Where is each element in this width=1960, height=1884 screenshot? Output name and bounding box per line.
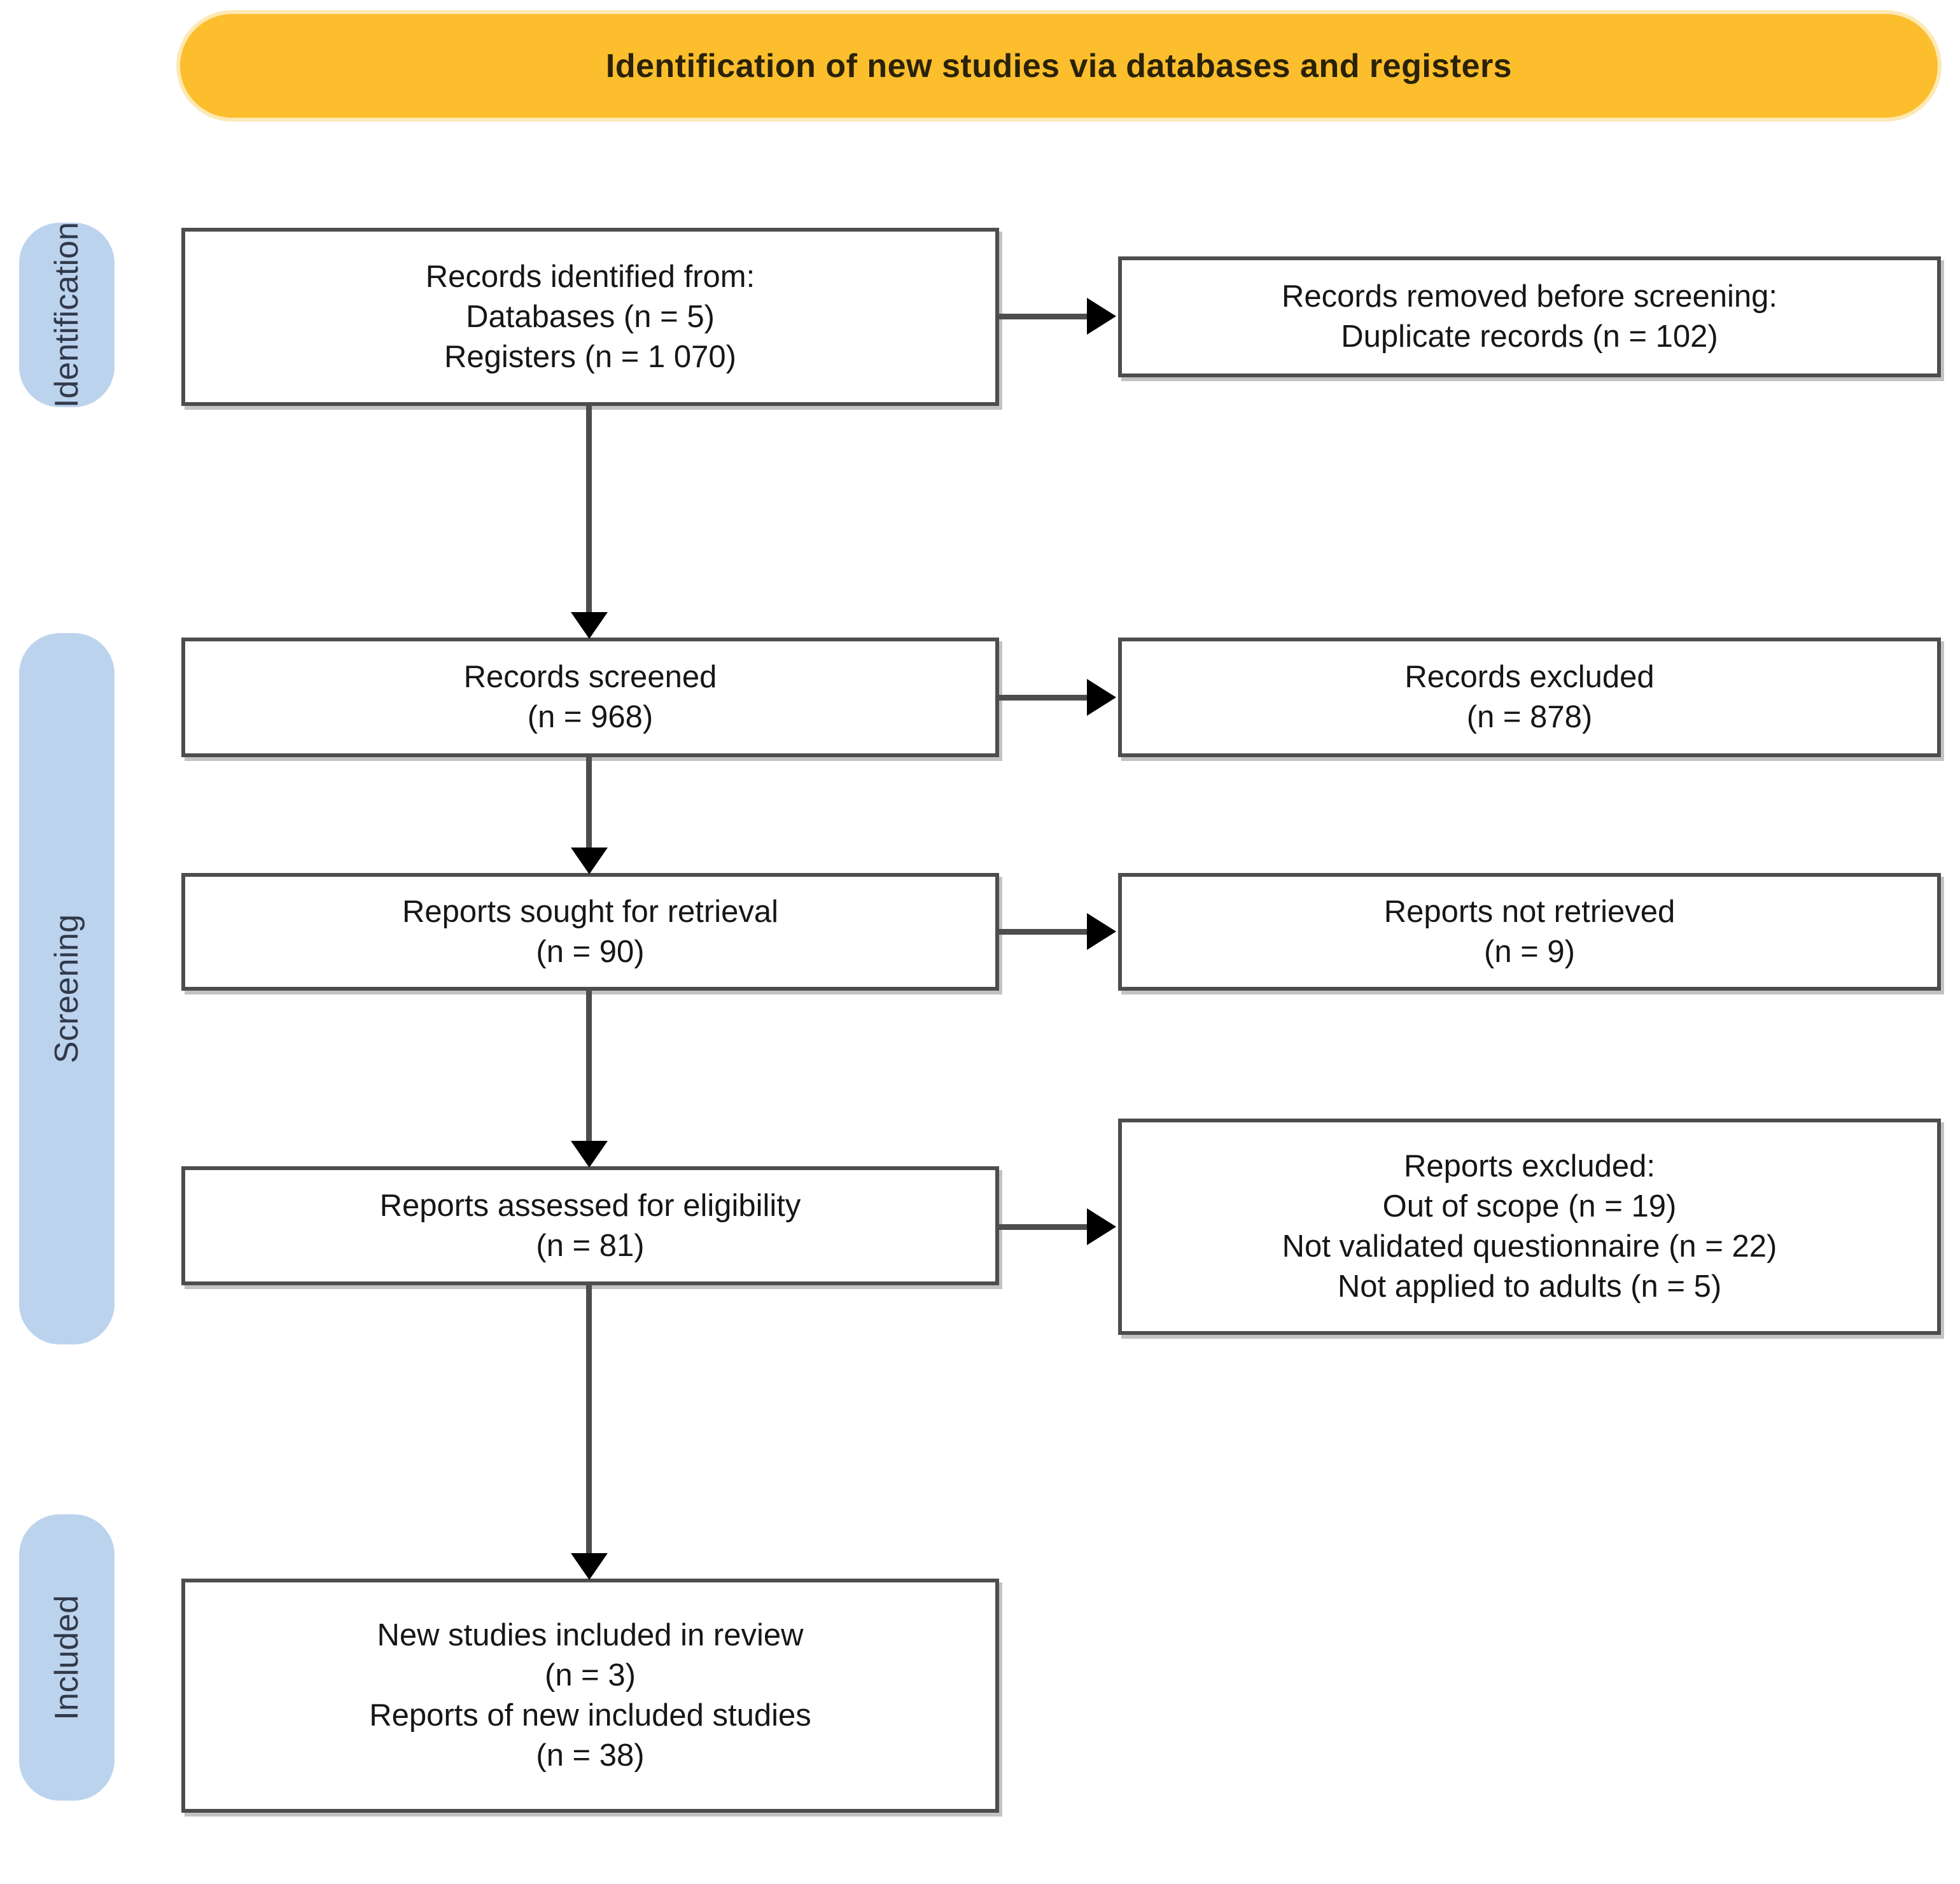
box-text-line: Records identified from: <box>425 259 755 294</box>
arrow-identified-to-screened <box>586 406 592 613</box>
box-text-line: Reports excluded: <box>1404 1149 1655 1183</box>
stage-screening: Screening <box>19 633 115 1344</box>
box-text-line: New studies included in review <box>377 1618 804 1652</box>
box-records-identified: Records identified from: Databases (n = … <box>181 228 999 406</box>
arrowhead-right-icon <box>1087 298 1116 335</box>
stage-included: Included <box>19 1514 115 1801</box>
arrow-assessed-to-included <box>586 1285 592 1554</box>
banner-title: Identification of new studies via databa… <box>605 47 1513 85</box>
arrowhead-right-icon <box>1087 913 1116 950</box>
box-text-line: (n = 9) <box>1484 934 1575 969</box>
box-text-line: Registers (n = 1 070) <box>444 339 736 374</box>
stage-included-label: Included <box>48 1594 85 1720</box>
box-records-screened: Records screened (n = 968) <box>181 638 999 757</box>
box-text-line: Records excluded <box>1404 660 1655 694</box>
banner: Identification of new studies via databa… <box>180 14 1938 118</box>
box-text-line: Reports assessed for eligibility <box>379 1188 801 1223</box>
box-new-studies-included: New studies included in review (n = 3) R… <box>181 1579 999 1813</box>
arrow-screened-to-sought <box>586 757 592 850</box>
box-text-line: Records removed before screening: <box>1282 279 1777 314</box>
arrowhead-right-icon <box>1087 1208 1116 1245</box>
arrowhead-down-icon <box>571 1553 608 1580</box>
stage-identification-label: Identification <box>48 222 85 408</box>
arrowhead-down-icon <box>571 1141 608 1168</box>
box-reports-sought: Reports sought for retrieval (n = 90) <box>181 873 999 991</box>
box-text-line: (n = 3) <box>545 1658 636 1692</box>
arrow-assessed-to-reports-excluded <box>999 1224 1088 1230</box>
box-text-line: (n = 878) <box>1466 700 1593 734</box>
box-text-line: Reports not retrieved <box>1383 894 1676 929</box>
box-records-excluded: Records excluded (n = 878) <box>1118 638 1941 757</box>
arrow-sought-to-assessed <box>586 991 592 1143</box>
box-text-line: Records screened <box>463 660 717 694</box>
arrowhead-right-icon <box>1087 679 1116 716</box>
box-text-line: Reports sought for retrieval <box>402 894 778 929</box>
arrowhead-down-icon <box>571 848 608 874</box>
box-text-line: (n = 38) <box>536 1738 645 1773</box>
arrow-sought-to-not-retrieved <box>999 929 1088 935</box>
arrow-screened-to-excluded <box>999 695 1088 701</box>
box-text-line: Not validated questionnaire (n = 22) <box>1282 1229 1777 1264</box>
box-text-line: Reports of new included studies <box>369 1698 811 1733</box>
box-reports-excluded: Reports excluded: Out of scope (n = 19) … <box>1118 1119 1941 1335</box>
box-text-line: (n = 81) <box>536 1228 645 1263</box>
arrow-identified-to-removed <box>999 314 1088 319</box>
stage-identification: Identification <box>19 222 115 408</box>
arrowhead-down-icon <box>571 612 608 639</box>
box-reports-not-retrieved: Reports not retrieved (n = 9) <box>1118 873 1941 991</box>
box-text-line: (n = 90) <box>536 934 645 969</box>
box-text-line: Duplicate records (n = 102) <box>1341 319 1718 354</box>
box-reports-assessed: Reports assessed for eligibility (n = 81… <box>181 1166 999 1285</box>
box-text-line: (n = 968) <box>527 700 654 734</box>
box-text-line: Databases (n = 5) <box>466 299 715 334</box>
box-text-line: Not applied to adults (n = 5) <box>1337 1269 1722 1304</box>
box-records-removed: Records removed before screening: Duplic… <box>1118 256 1941 377</box>
box-text-line: Out of scope (n = 19) <box>1382 1189 1677 1224</box>
stage-screening-label: Screening <box>48 914 85 1064</box>
